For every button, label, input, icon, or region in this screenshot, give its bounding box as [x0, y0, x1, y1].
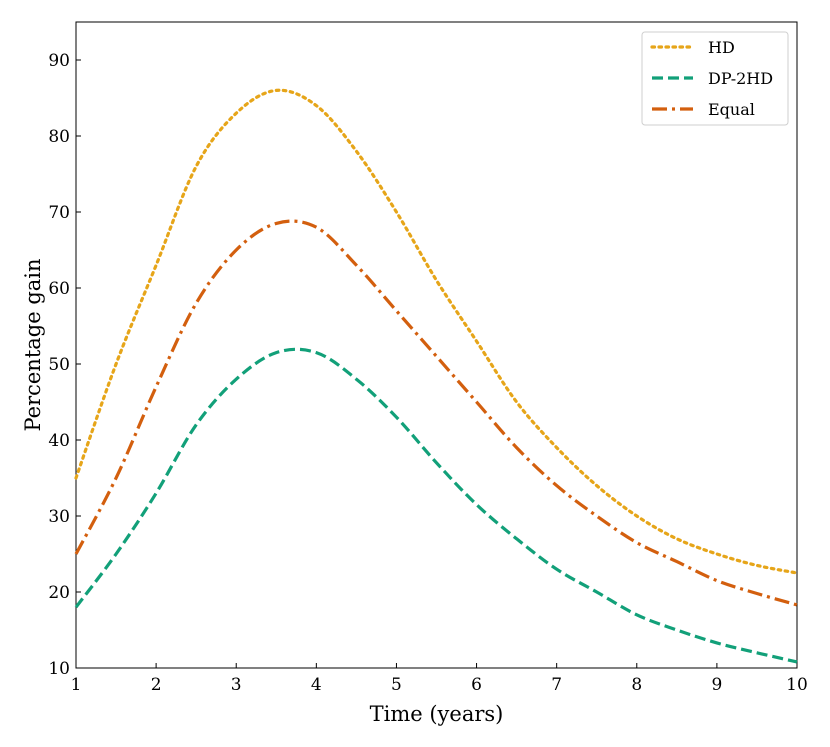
legend: HD DP-2HD Equal [641, 31, 789, 126]
series-layer [74, 88, 799, 664]
x-tick-label: 7 [551, 675, 562, 695]
x-tick-label: 1 [71, 675, 82, 695]
y-tick-label: 70 [48, 203, 70, 223]
y-tick-label: 40 [48, 431, 70, 451]
y-tick-label: 10 [48, 659, 70, 679]
x-axis-label: Time (years) [370, 702, 504, 726]
x-tick-label: 6 [471, 675, 482, 695]
legend-label: Equal [708, 100, 755, 119]
legend-box [641, 31, 789, 126]
y-tick-label: 50 [48, 355, 70, 375]
plot-frame [75, 21, 798, 669]
x-tick-label: 10 [786, 675, 808, 695]
series-line-equal [74, 219, 798, 607]
series-line-hd [74, 88, 799, 575]
x-tick-label: 3 [231, 675, 242, 695]
y-tick-label: 20 [48, 583, 70, 603]
y-tick-label: 60 [48, 279, 70, 299]
y-tick-label: 80 [48, 127, 70, 147]
series-line-dp-2hd [74, 347, 798, 664]
x-tick-label: 2 [151, 675, 162, 695]
x-tick-label: 5 [391, 675, 402, 695]
y-axis-label: Percentage gain [21, 258, 45, 431]
legend-label: HD [708, 38, 735, 57]
x-tick-label: 9 [711, 675, 722, 695]
x-tick-label: 4 [311, 675, 322, 695]
x-tick-label: 8 [631, 675, 642, 695]
legend-label: DP-2HD [708, 69, 773, 88]
y-tick-label: 30 [48, 507, 70, 527]
y-tick-label: 90 [48, 51, 70, 71]
ticks-layer: 1 2 3 4 5 6 7 8 9 10 10 20 30 40 50 60 70 80 90 [48, 51, 807, 695]
